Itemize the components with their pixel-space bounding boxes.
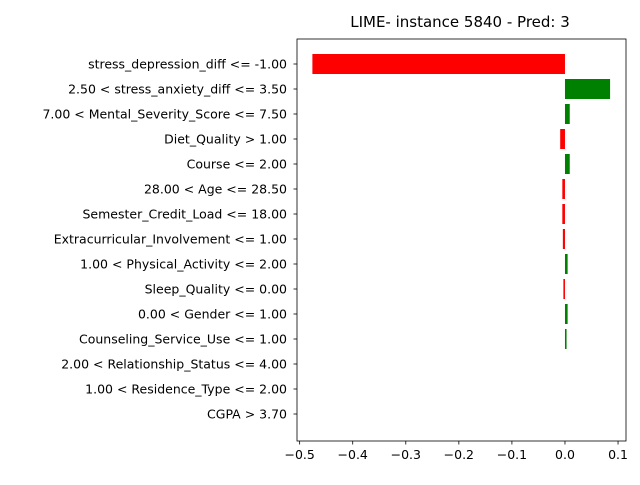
bar xyxy=(562,179,565,199)
y-tick-label: 1.00 < Physical_Activity <= 2.00 xyxy=(80,257,287,272)
y-tick-label: Semester_Credit_Load <= 18.00 xyxy=(83,207,288,222)
x-tick-label: 0.0 xyxy=(555,447,575,462)
bar xyxy=(564,79,611,99)
y-tick-label: CGPA > 3.70 xyxy=(207,407,287,422)
y-tick-label: 0.00 < Gender <= 1.00 xyxy=(138,307,287,322)
y-tick-label: Sleep_Quality <= 0.00 xyxy=(145,282,287,297)
y-tick-label: 2.50 < stress_anxiety_diff <= 3.50 xyxy=(68,82,287,97)
axes-frame xyxy=(296,38,627,442)
bar xyxy=(564,104,570,124)
y-tick-label: 28.00 < Age <= 28.50 xyxy=(144,182,287,197)
x-tick-label: −0.5 xyxy=(284,447,314,462)
y-axis-ticks: stress_depression_diff <= -1.00 2.50 < st… xyxy=(42,57,297,422)
x-tick-label: −0.3 xyxy=(391,447,421,462)
bar xyxy=(562,204,565,224)
bar xyxy=(564,154,570,174)
y-tick-label: Diet_Quality > 1.00 xyxy=(164,132,287,147)
y-tick-label: Extracurricular_Involvement <= 1.00 xyxy=(54,232,287,247)
y-tick-label: 1.00 < Residence_Type <= 2.00 xyxy=(85,382,287,397)
bars-group xyxy=(312,54,611,349)
x-tick-label: 0.1 xyxy=(608,447,628,462)
y-tick-label: Counseling_Service_Use <= 1.00 xyxy=(79,332,287,347)
bar xyxy=(560,129,565,149)
bar xyxy=(563,279,565,299)
y-tick-label: 7.00 < Mental_Severity_Score <= 7.50 xyxy=(42,107,287,122)
y-tick-label: stress_depression_diff <= -1.00 xyxy=(88,57,287,72)
bar xyxy=(564,254,568,274)
y-tick-label: Course <= 2.00 xyxy=(187,157,287,172)
x-tick-label: −0.2 xyxy=(444,447,474,462)
bar xyxy=(564,329,567,349)
chart-title: LIME- instance 5840 - Pred: 3 xyxy=(350,13,570,31)
y-tick-label: 2.00 < Relationship_Status <= 4.00 xyxy=(61,357,287,372)
bar xyxy=(312,54,565,74)
bar xyxy=(564,304,568,324)
x-axis-ticks: −0.5 −0.4 −0.3 −0.2 −0.1 0.0 0.1 xyxy=(284,441,628,462)
x-tick-label: −0.4 xyxy=(338,447,368,462)
bar xyxy=(562,229,565,249)
x-tick-label: −0.1 xyxy=(497,447,527,462)
